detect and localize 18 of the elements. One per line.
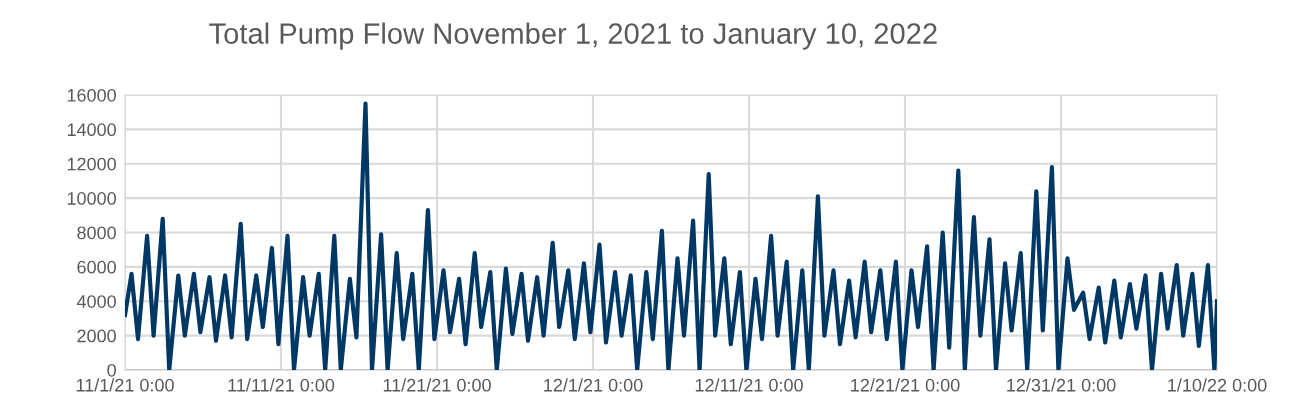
y-tick-label: 6000 [77, 260, 116, 274]
y-tick-label: 10000 [67, 192, 116, 205]
chart-title: Total Pump Flow November 1, 2021 to January 10, 2022 [209, 22, 937, 50]
x-tick-label: 1/10/22 0:00 [1168, 378, 1267, 392]
x-tick-label: 11/11/21 0:00 [228, 378, 335, 392]
y-tick-label: 12000 [67, 157, 116, 171]
y-tick-label: 0 [107, 363, 116, 377]
x-tick-label: 12/1/21 0:00 [544, 378, 643, 392]
x-tick-label: 12/21/21 0:00 [851, 378, 960, 392]
y-tick-label: 14000 [67, 123, 116, 137]
x-tick-label: 12/11/21 0:00 [695, 378, 803, 392]
y-tick-label: 8000 [77, 226, 116, 240]
x-tick-label: 11/1/21 0:00 [76, 378, 174, 392]
y-tick-label: 4000 [76, 295, 116, 308]
y-tick-label: 16000 [67, 88, 116, 102]
x-tick-label: 11/21/21 0:00 [383, 378, 491, 392]
x-tick-label: 12/31/21 0:00 [1007, 378, 1116, 392]
y-tick-label: 2000 [77, 329, 116, 343]
